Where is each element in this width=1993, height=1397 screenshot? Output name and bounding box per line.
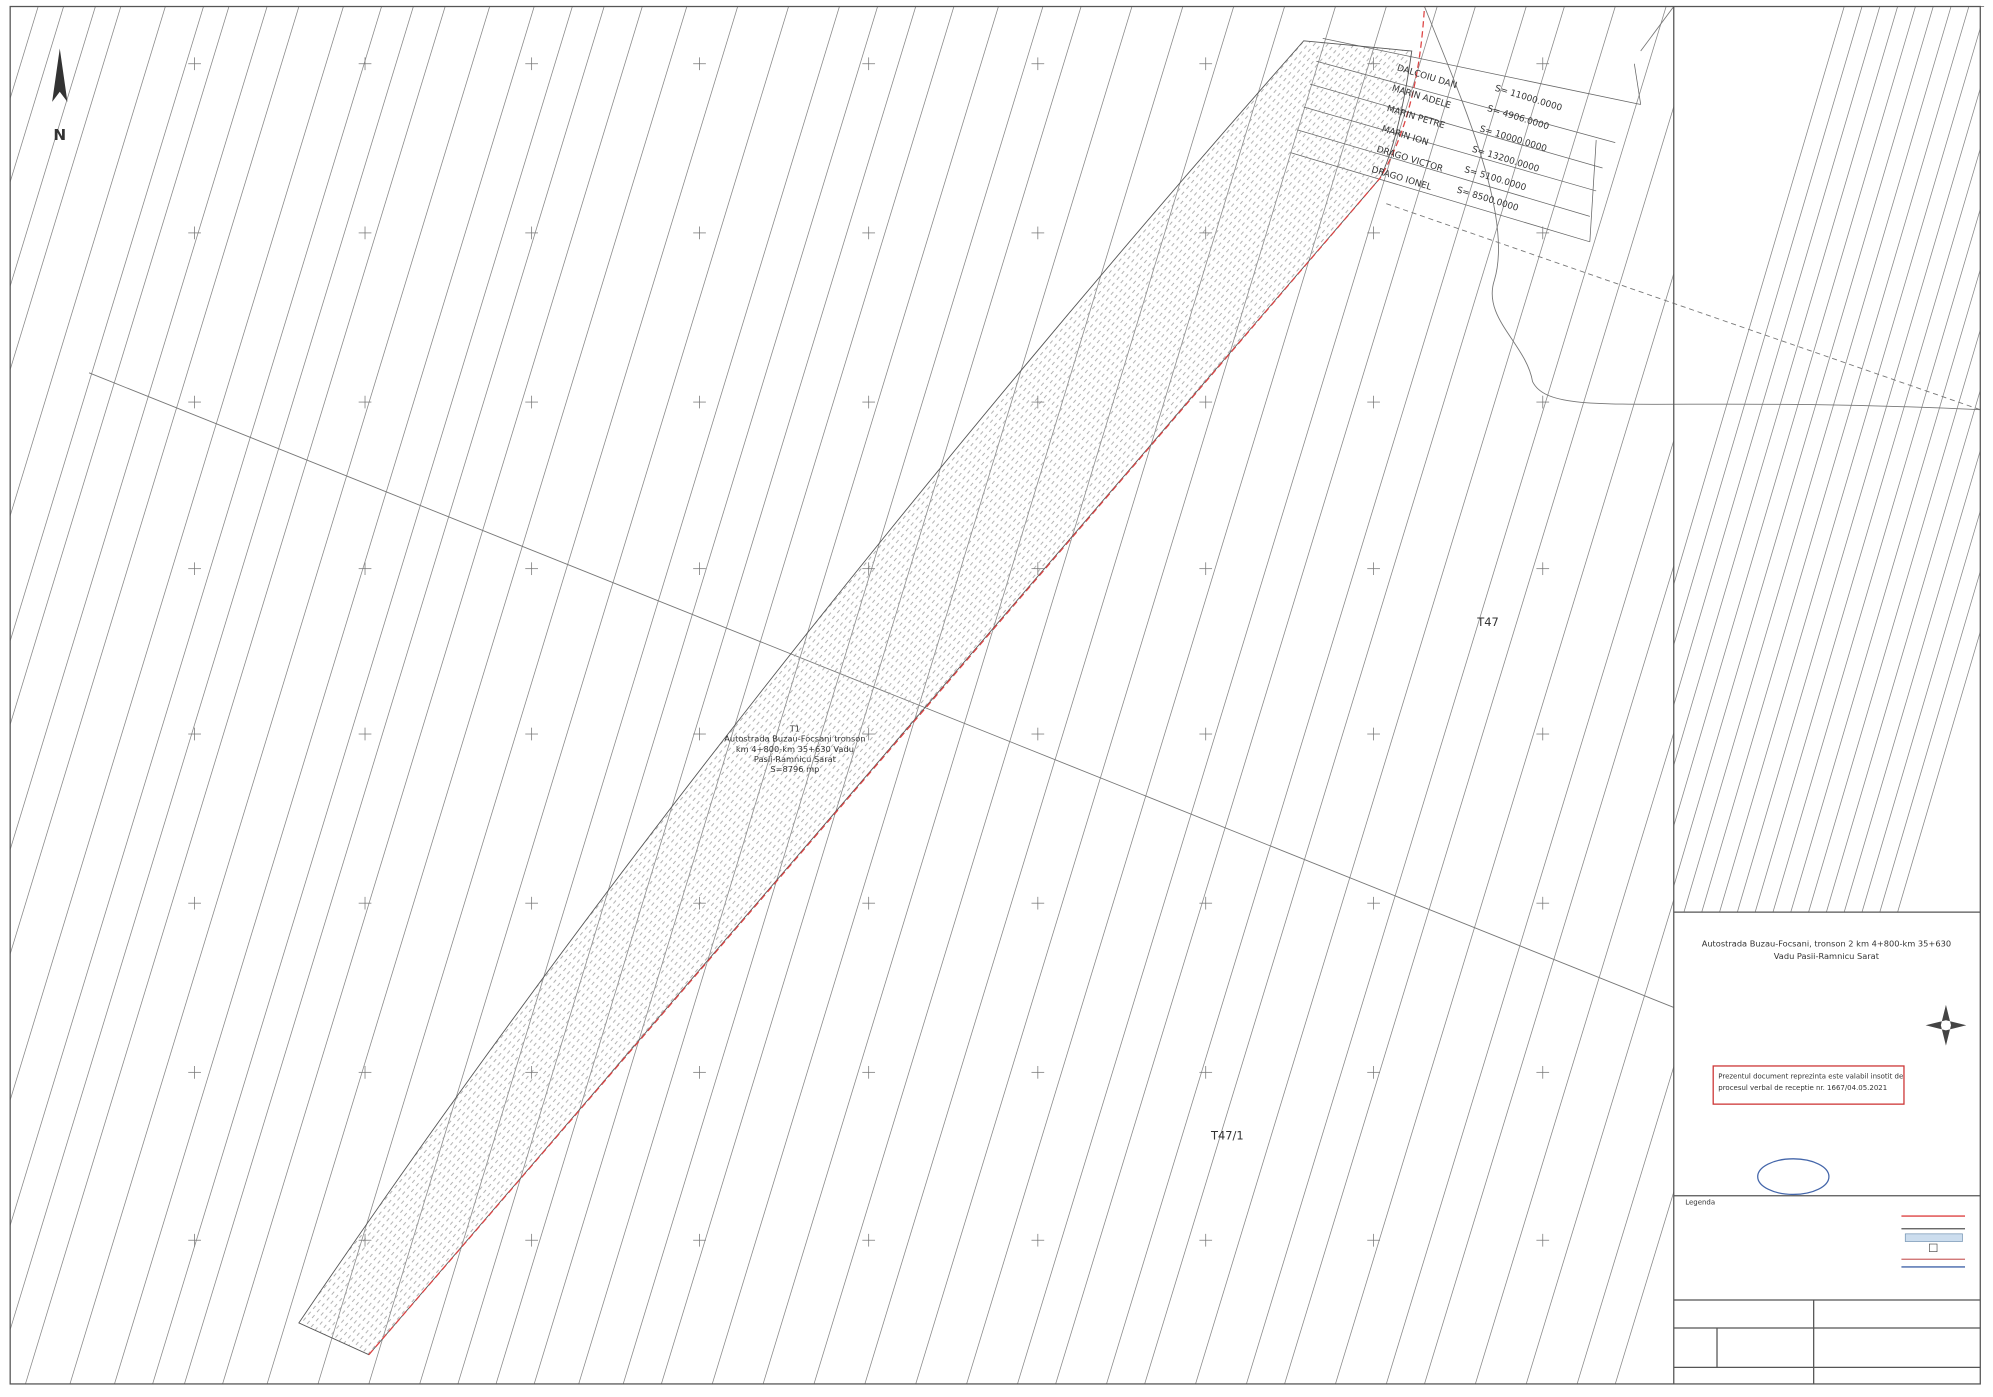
parcel-line bbox=[1879, 570, 1981, 913]
parcel-line bbox=[1754, 147, 1981, 913]
stamp bbox=[1757, 1158, 1830, 1196]
parcel-line bbox=[1424, 564, 1674, 1384]
parcel-label: T47 bbox=[1476, 615, 1499, 629]
note-box bbox=[1712, 1065, 1905, 1105]
parcel-line bbox=[10, 6, 268, 851]
parcel-line bbox=[10, 6, 382, 1227]
parcel-line bbox=[1673, 6, 1845, 586]
parcel-line bbox=[1673, 6, 1863, 647]
corridor-label: T1 Autostrada Buzau-Focsani tronson km 4… bbox=[724, 723, 865, 774]
title-block: Autostrada Buzau-Focsani, tronson 2 km 4… bbox=[1673, 911, 1981, 1384]
parcel-line bbox=[184, 6, 605, 1384]
parcel-line bbox=[10, 6, 414, 1331]
label-line: km 4+800-km 35+630 Vadu bbox=[736, 744, 854, 754]
parcel-line bbox=[495, 6, 917, 1384]
parcel-line bbox=[10, 6, 344, 1102]
note-line: procesul verbal de receptie nr. 1667/04.… bbox=[1718, 1084, 1887, 1092]
parcel-line bbox=[1106, 6, 1527, 1384]
parcel-line bbox=[1673, 6, 1898, 767]
parcel-line bbox=[10, 6, 204, 643]
parcel-line bbox=[10, 6, 166, 518]
label-line: S=8796 mp bbox=[770, 764, 819, 774]
parcel-line bbox=[1843, 449, 1981, 913]
parcel-line bbox=[1808, 328, 1981, 913]
parcel-line bbox=[25, 6, 446, 1384]
parcel-line bbox=[266, 6, 688, 1384]
parcel-line bbox=[1055, 6, 1476, 1384]
parcel-line bbox=[1474, 731, 1674, 1384]
legend-title: Legenda bbox=[1685, 1199, 1715, 1207]
parcel-line bbox=[1246, 6, 1667, 1384]
parcel-line bbox=[10, 6, 300, 956]
parcel-line bbox=[10, 6, 122, 371]
parcel-line bbox=[1195, 6, 1616, 1384]
parcel-line bbox=[317, 6, 739, 1384]
label-line: T1 bbox=[789, 723, 800, 733]
parcel-line bbox=[1772, 207, 1981, 913]
corridor-boundary bbox=[368, 6, 1426, 1356]
north-arrow bbox=[52, 48, 68, 102]
subtitle: Vadu Pasii-Ramnicu Sarat bbox=[1774, 951, 1880, 961]
note-line: Prezentul document reprezinta este valab… bbox=[1718, 1073, 1903, 1081]
parcel-line bbox=[1701, 6, 1970, 913]
grid-crosses bbox=[188, 57, 1550, 1247]
parcel-lines-right bbox=[1673, 6, 1981, 913]
parcel-line bbox=[222, 6, 643, 1384]
parcel-line bbox=[1576, 1065, 1674, 1384]
parcel-line bbox=[1719, 26, 1981, 913]
parcel-line bbox=[1144, 6, 1565, 1384]
parcel-line bbox=[1736, 87, 1981, 913]
parcel-line bbox=[1673, 6, 1916, 828]
parcel-line bbox=[1673, 6, 1934, 888]
parcel-line bbox=[10, 6, 96, 288]
label-line: Autostrada Buzau-Focsani tronson bbox=[724, 734, 865, 744]
parcel-line bbox=[1861, 509, 1981, 913]
label-line: Pasii-Ramnicu Sarat bbox=[754, 754, 837, 764]
title: Autostrada Buzau-Focsani, tronson 2 km 4… bbox=[1702, 938, 1951, 948]
parcel-line bbox=[1284, 105, 1674, 1384]
parcel-label: T47/1 bbox=[1210, 1129, 1244, 1143]
parcel-line bbox=[10, 6, 230, 726]
parcel-line bbox=[114, 6, 535, 1384]
parcel-line bbox=[533, 6, 955, 1384]
parcel-line bbox=[1790, 268, 1981, 913]
parcel-line bbox=[762, 6, 1184, 1384]
parcel-line bbox=[1826, 388, 1981, 913]
parcel-line bbox=[1335, 272, 1674, 1384]
compass bbox=[1925, 1004, 1967, 1046]
parcel-line bbox=[1525, 898, 1674, 1384]
road-edge bbox=[1424, 6, 1981, 411]
parcel-line bbox=[1385, 439, 1674, 1384]
parcel-line bbox=[1683, 6, 1952, 913]
north-label: N bbox=[53, 126, 66, 144]
corridor bbox=[298, 40, 1413, 1356]
parcel-line bbox=[69, 6, 491, 1384]
frame bbox=[9, 5, 1981, 1385]
parcel-line bbox=[152, 6, 573, 1384]
parcel-line bbox=[1673, 6, 1881, 707]
parcel-line bbox=[1017, 6, 1438, 1384]
parcel-line bbox=[1897, 630, 1981, 913]
division-line bbox=[1386, 203, 1981, 411]
